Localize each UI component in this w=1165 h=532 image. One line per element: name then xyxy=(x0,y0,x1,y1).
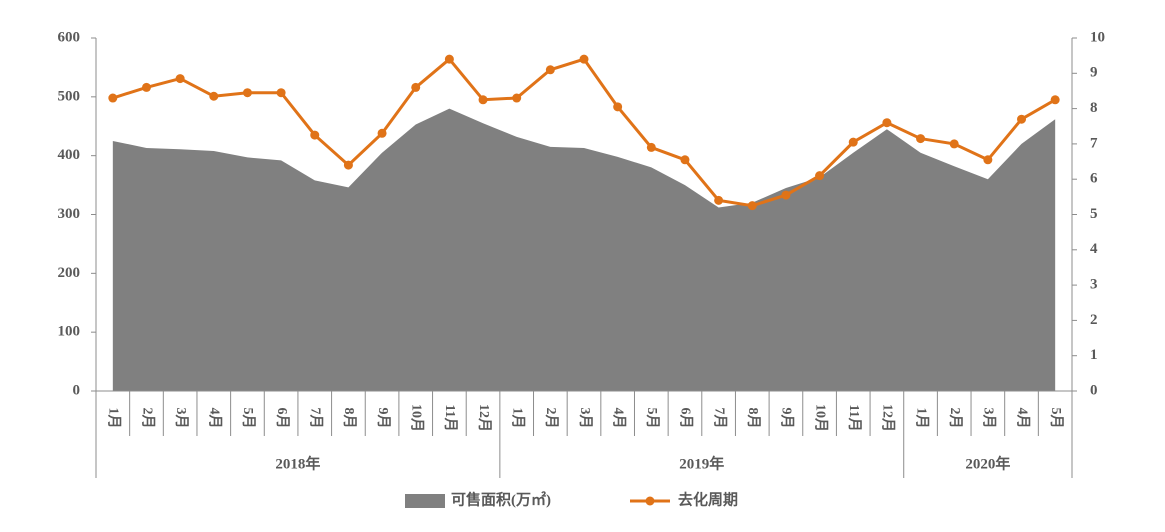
y-tick-label: 0 xyxy=(73,382,81,398)
x-tick-label: 4月 xyxy=(207,408,223,429)
marker xyxy=(983,155,993,165)
x-tick-label: 8月 xyxy=(341,408,357,429)
marker xyxy=(377,128,387,138)
marker xyxy=(343,160,353,170)
x-tick-label: 1月 xyxy=(106,408,122,429)
x-tick-label: 3月 xyxy=(577,408,593,429)
marker xyxy=(949,139,959,149)
y-tick-label: 200 xyxy=(58,265,81,281)
marker xyxy=(579,54,589,64)
x-tick-label: 10月 xyxy=(409,404,425,432)
y-tick-label: 300 xyxy=(58,206,81,222)
y-tick-label: 600 xyxy=(58,29,81,45)
x-tick-label: 3月 xyxy=(981,408,997,429)
y2-tick-label: 6 xyxy=(1090,171,1098,187)
marker xyxy=(444,54,454,64)
legend-label: 可售面积(万㎡) xyxy=(451,490,551,508)
y2-tick-label: 7 xyxy=(1090,135,1098,151)
marker xyxy=(108,93,118,103)
marker xyxy=(747,201,757,211)
legend-label: 去化周期 xyxy=(678,490,738,508)
x-tick-label: 12月 xyxy=(476,404,492,432)
x-tick-label: 4月 xyxy=(610,408,626,429)
y2-tick-label: 8 xyxy=(1090,100,1098,116)
y-tick-label: 100 xyxy=(58,324,81,340)
x-tick-label: 11月 xyxy=(442,404,458,431)
y2-tick-label: 4 xyxy=(1090,241,1098,257)
x-tick-label: 7月 xyxy=(711,408,727,429)
x-tick-label: 5月 xyxy=(644,408,660,429)
marker xyxy=(411,82,421,92)
marker xyxy=(781,190,791,200)
x-tick-label: 12月 xyxy=(880,404,896,432)
group-label: 2019年 xyxy=(679,454,724,472)
x-tick-label: 2月 xyxy=(947,408,963,429)
x-tick-label: 8月 xyxy=(745,408,761,429)
marker xyxy=(175,74,185,84)
x-tick-label: 3月 xyxy=(173,408,189,429)
marker xyxy=(141,82,151,92)
marker xyxy=(613,102,623,112)
marker xyxy=(310,130,320,140)
y-tick-label: 500 xyxy=(58,88,81,104)
legend-swatch xyxy=(405,494,445,508)
group-label: 2020年 xyxy=(965,454,1010,472)
x-tick-label: 9月 xyxy=(779,408,795,429)
y2-tick-label: 0 xyxy=(1090,382,1098,398)
marker xyxy=(646,142,656,152)
x-tick-label: 11月 xyxy=(846,404,862,431)
y2-tick-label: 1 xyxy=(1090,347,1098,363)
marker xyxy=(714,195,724,205)
area xyxy=(112,108,1056,391)
x-tick-label: 2月 xyxy=(139,408,155,429)
marker xyxy=(512,93,522,103)
group-label: 2018年 xyxy=(275,454,320,472)
marker xyxy=(848,137,858,147)
y2-tick-label: 9 xyxy=(1090,65,1098,81)
x-tick-label: 1月 xyxy=(509,408,525,429)
marker xyxy=(882,118,892,128)
marker xyxy=(680,155,690,165)
x-tick-label: 1月 xyxy=(913,408,929,429)
legend-marker xyxy=(645,496,655,506)
marker xyxy=(545,65,555,75)
x-tick-label: 6月 xyxy=(274,408,290,429)
x-tick-label: 10月 xyxy=(812,404,828,432)
x-tick-label: 9月 xyxy=(375,408,391,429)
x-tick-label: 7月 xyxy=(308,408,324,429)
x-tick-label: 5月 xyxy=(240,408,256,429)
x-tick-label: 2月 xyxy=(543,408,559,429)
marker xyxy=(1050,95,1060,105)
y2-tick-label: 5 xyxy=(1090,206,1098,222)
y-tick-label: 400 xyxy=(58,147,81,163)
y2-tick-label: 2 xyxy=(1090,312,1098,328)
x-tick-label: 5月 xyxy=(1048,408,1064,429)
x-tick-label: 4月 xyxy=(1014,408,1030,429)
marker xyxy=(916,134,926,144)
marker xyxy=(242,88,252,98)
marker xyxy=(478,95,488,105)
marker xyxy=(815,171,825,181)
marker xyxy=(276,88,286,98)
marker xyxy=(1017,114,1027,124)
x-tick-label: 6月 xyxy=(678,408,694,429)
marker xyxy=(209,91,219,101)
y2-tick-label: 10 xyxy=(1090,29,1105,45)
y2-tick-label: 3 xyxy=(1090,277,1098,293)
